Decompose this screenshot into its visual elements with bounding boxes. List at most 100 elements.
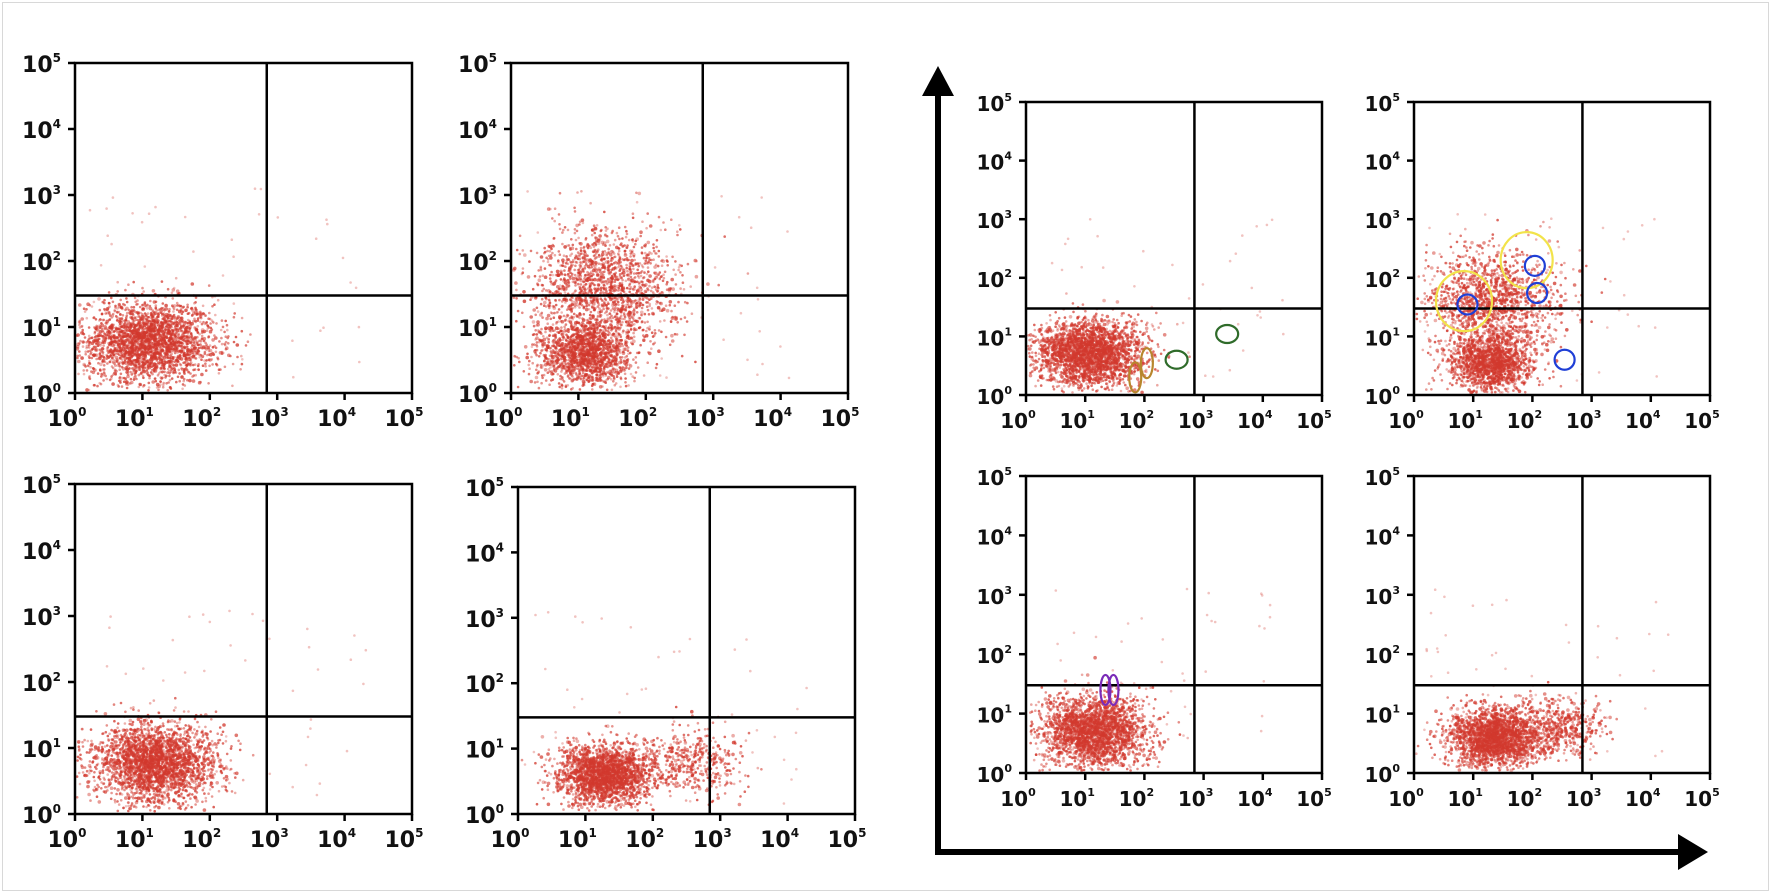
data-point: [560, 326, 563, 329]
data-point: [232, 340, 236, 344]
data-point: [101, 341, 104, 345]
data-point: [223, 330, 226, 334]
data-point: [196, 331, 200, 334]
data-point: [138, 305, 142, 309]
data-point: [632, 331, 635, 335]
data-point: [571, 359, 575, 363]
data-point: [585, 331, 589, 336]
data-point: [604, 374, 608, 377]
data-point: [128, 329, 131, 333]
data-point: [574, 371, 578, 375]
data-point: [197, 343, 200, 347]
data-point: [157, 388, 160, 392]
data-point: [102, 356, 106, 359]
x-tick-label: 102: [182, 405, 221, 432]
data-point: [204, 364, 207, 368]
data-point: [558, 287, 562, 290]
data-point: [168, 319, 171, 323]
data-point: [204, 369, 208, 372]
data-point: [566, 314, 570, 317]
data-point: [149, 353, 153, 357]
data-point: [525, 355, 529, 360]
data-point: [98, 319, 101, 322]
data-point: [527, 372, 531, 376]
data-point: [557, 365, 560, 368]
data-point: [626, 349, 630, 353]
data-point: [127, 283, 130, 287]
data-point: [572, 371, 575, 375]
y-tick-label: 103: [22, 183, 61, 210]
data-point: [543, 343, 547, 347]
x-tick-label: 103: [250, 405, 289, 432]
data-point: [146, 312, 150, 315]
data-point: [249, 333, 252, 336]
data-point: [123, 335, 126, 338]
data-point: [140, 220, 144, 224]
data-point: [563, 359, 566, 363]
data-point: [154, 363, 157, 367]
data-point: [179, 328, 183, 331]
data-point: [541, 348, 544, 352]
data-point: [578, 358, 582, 362]
data-point: [552, 316, 556, 320]
data-point: [77, 372, 80, 376]
data-point: [544, 330, 547, 334]
data-point: [582, 312, 586, 316]
data-point: [541, 343, 544, 347]
data-point: [135, 349, 139, 354]
data-point: [124, 308, 127, 312]
data-point: [546, 249, 549, 253]
data-point: [618, 366, 622, 369]
data-point: [77, 359, 81, 364]
data-point: [114, 304, 117, 308]
data-point: [165, 314, 168, 318]
data-point: [97, 361, 100, 365]
data-point: [122, 342, 125, 346]
data-point: [574, 332, 578, 336]
data-point: [133, 296, 137, 300]
data-point: [133, 358, 136, 362]
data-point: [147, 386, 151, 389]
data-point: [161, 302, 165, 305]
data-point: [183, 351, 186, 355]
data-point: [576, 333, 580, 336]
data-point: [161, 361, 164, 364]
data-point: [581, 321, 584, 324]
data-point: [178, 319, 181, 322]
data-point: [211, 363, 214, 366]
data-point: [571, 368, 574, 372]
data-point: [564, 323, 568, 326]
data-point: [93, 340, 96, 344]
data-point: [590, 377, 594, 380]
data-point: [132, 320, 136, 323]
data-point: [558, 223, 561, 226]
data-point: [595, 224, 599, 227]
data-point: [149, 334, 152, 338]
data-point: [547, 254, 551, 258]
data-point: [149, 338, 153, 342]
data-point: [628, 290, 631, 294]
data-point: [589, 246, 593, 249]
data-point: [531, 287, 535, 291]
data-point: [223, 365, 227, 369]
data-point: [127, 364, 130, 367]
data-point: [615, 343, 619, 347]
data-point: [135, 345, 138, 348]
data-point: [226, 328, 229, 332]
data-point: [130, 351, 133, 354]
data-point: [558, 253, 562, 256]
data-point: [673, 304, 677, 308]
data-point: [646, 278, 650, 283]
data-point: [125, 311, 129, 315]
data-point: [680, 354, 684, 358]
data-point: [127, 341, 130, 345]
data-point: [155, 351, 160, 355]
data-point: [118, 368, 121, 372]
data-point: [567, 368, 570, 371]
data-point: [202, 345, 206, 348]
data-point: [666, 264, 669, 267]
data-point: [124, 350, 128, 354]
data-point: [610, 378, 613, 381]
data-point: [613, 280, 617, 284]
data-point: [129, 363, 133, 366]
